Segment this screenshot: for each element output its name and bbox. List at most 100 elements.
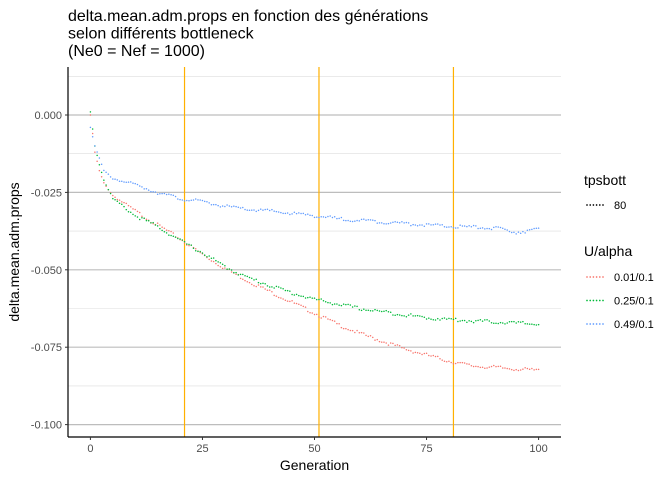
data-point xyxy=(378,310,381,312)
data-point xyxy=(338,304,340,306)
data-point xyxy=(345,219,347,222)
data-point xyxy=(141,186,143,188)
data-point xyxy=(103,179,105,181)
data-point xyxy=(239,273,242,276)
data-point xyxy=(219,262,222,264)
data-point xyxy=(380,341,383,343)
data-point xyxy=(291,213,293,215)
data-point xyxy=(324,216,327,219)
data-point xyxy=(367,219,370,221)
data-point xyxy=(463,225,466,227)
data-point xyxy=(419,352,421,354)
data-point xyxy=(237,274,240,276)
y-tick-label-2: -0.050 xyxy=(31,265,62,277)
data-point xyxy=(116,179,119,181)
data-point xyxy=(159,192,161,195)
data-point xyxy=(127,181,130,183)
data-point xyxy=(224,267,226,269)
data-point xyxy=(510,320,513,323)
data-point xyxy=(170,230,172,233)
data-point xyxy=(412,315,414,317)
data-point xyxy=(322,299,325,302)
data-point xyxy=(206,201,208,203)
data-point xyxy=(414,224,417,226)
data-point xyxy=(421,315,423,318)
data-point xyxy=(360,218,363,221)
data-point xyxy=(147,219,150,222)
data-point xyxy=(262,286,264,288)
data-point xyxy=(188,243,190,246)
data-point xyxy=(105,185,107,187)
data-point xyxy=(472,321,475,324)
data-point xyxy=(94,151,96,153)
data-point xyxy=(226,204,228,206)
data-point xyxy=(401,346,403,349)
data-point xyxy=(221,263,224,265)
data-point xyxy=(410,313,412,315)
data-point xyxy=(407,222,410,224)
data-point xyxy=(378,340,381,343)
title-line-3: (Ne0 = Nef = 1000) xyxy=(68,43,205,60)
data-point xyxy=(282,298,284,300)
data-point xyxy=(215,262,217,265)
data-point xyxy=(387,311,390,313)
data-point xyxy=(152,221,154,224)
data-point xyxy=(286,212,289,214)
data-point xyxy=(230,205,233,208)
data-point xyxy=(327,318,329,320)
data-point xyxy=(302,305,305,308)
data-point xyxy=(309,296,311,298)
data-point xyxy=(526,229,529,232)
data-point xyxy=(282,212,284,215)
data-point xyxy=(98,157,101,159)
data-point xyxy=(134,208,136,211)
data-point xyxy=(398,314,401,316)
data-point xyxy=(367,335,370,338)
data-point xyxy=(347,219,349,222)
data-point xyxy=(174,236,177,238)
data-point xyxy=(423,316,426,319)
data-point xyxy=(237,206,240,208)
data-point xyxy=(248,281,251,284)
grid xyxy=(68,75,561,426)
data-point xyxy=(356,219,358,222)
legend-key-dot xyxy=(586,276,588,278)
data-point xyxy=(190,199,192,201)
x-tick-label-2: 50 xyxy=(308,443,320,455)
data-point xyxy=(221,267,224,270)
data-point xyxy=(410,224,412,227)
legend-label-2: 0.49/0.1 xyxy=(614,319,654,331)
data-point xyxy=(488,320,491,322)
data-point xyxy=(136,216,139,218)
data-point xyxy=(380,222,383,224)
data-point xyxy=(407,349,410,352)
data-point xyxy=(132,182,134,184)
data-point xyxy=(515,233,517,235)
data-point xyxy=(531,367,533,370)
data-point xyxy=(112,197,114,200)
data-point xyxy=(333,303,336,305)
data-point xyxy=(154,191,157,193)
legend-key-dot xyxy=(598,299,601,302)
data-point xyxy=(324,300,327,303)
data-point xyxy=(286,300,289,302)
data-point xyxy=(452,227,455,229)
data-point xyxy=(477,319,479,322)
data-point xyxy=(235,273,237,276)
data-point xyxy=(383,310,385,312)
data-point xyxy=(470,226,473,228)
data-point xyxy=(118,199,121,201)
data-point xyxy=(533,227,535,230)
data-point xyxy=(394,344,396,347)
data-point xyxy=(336,322,338,325)
data-point xyxy=(89,126,92,129)
data-point xyxy=(107,173,110,175)
data-point xyxy=(311,297,314,299)
data-point xyxy=(533,323,535,326)
legend-label-0: 0.01/0.1 xyxy=(614,272,654,284)
data-point xyxy=(365,334,367,337)
data-point xyxy=(508,368,511,370)
legend-key-dot xyxy=(592,323,595,325)
data-point xyxy=(282,288,284,290)
data-point xyxy=(412,352,414,354)
